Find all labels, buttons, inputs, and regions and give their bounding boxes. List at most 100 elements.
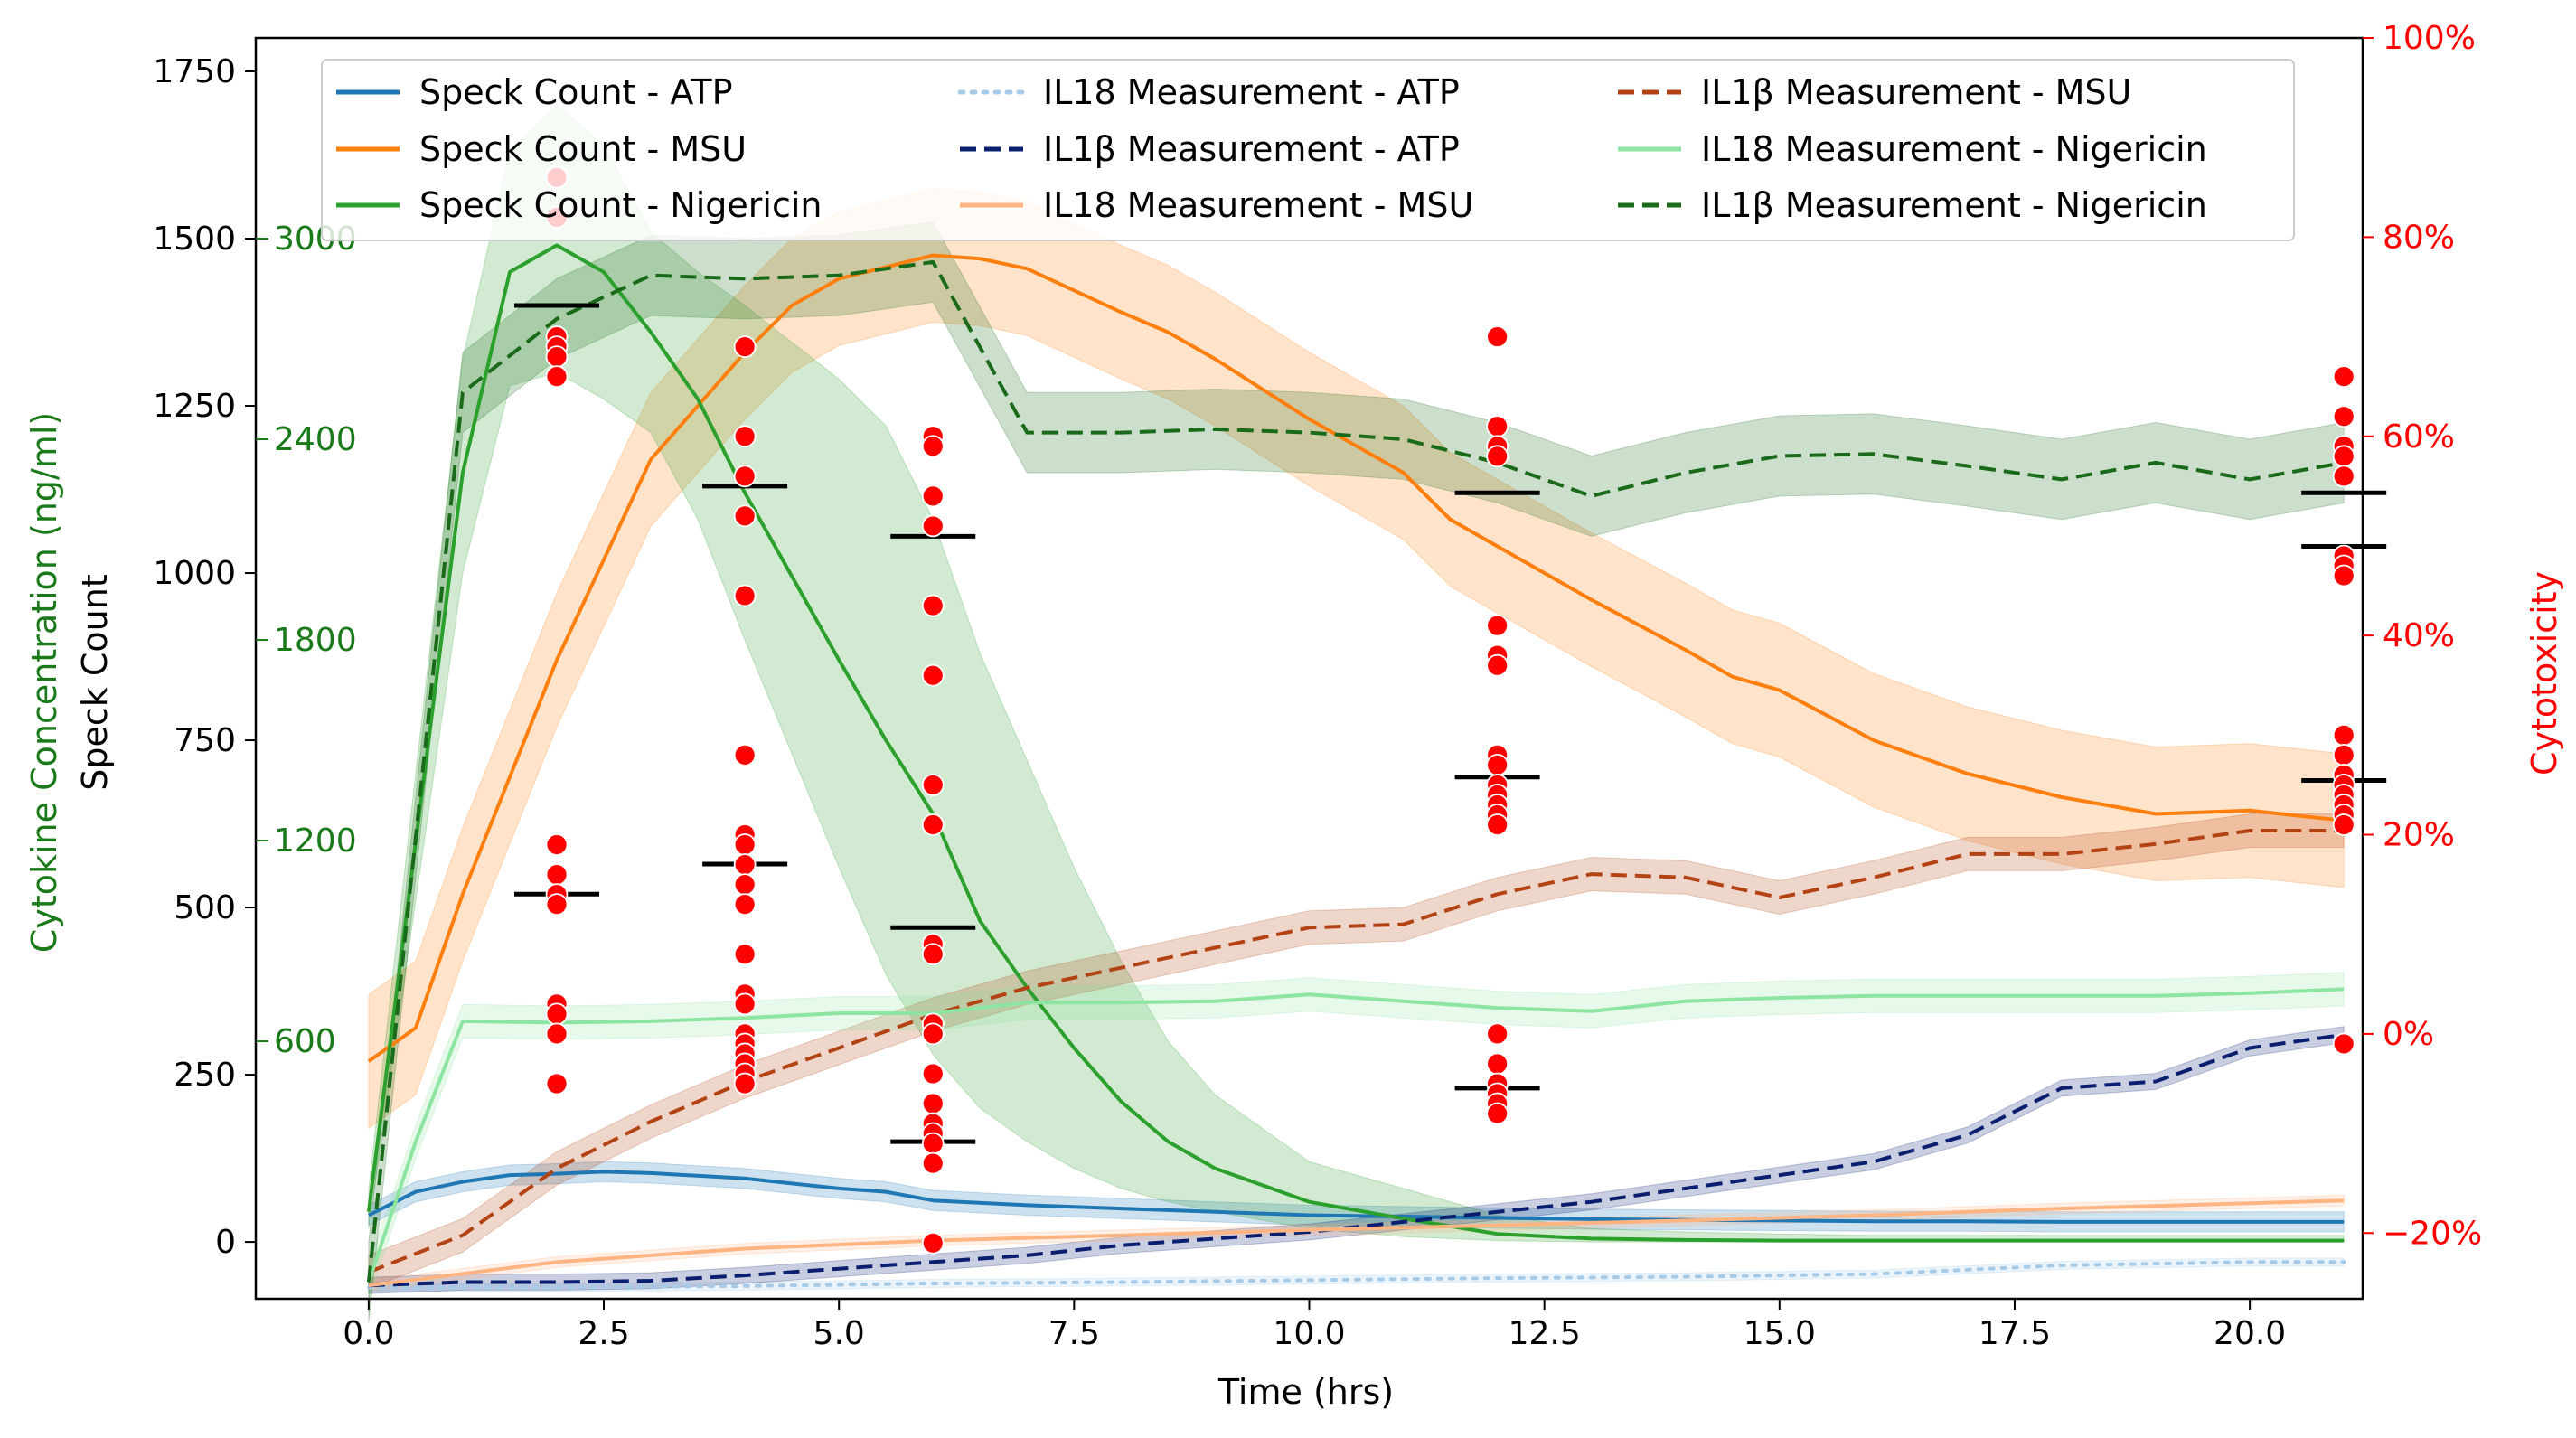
cytokine-tick-label: 2400 <box>274 421 357 458</box>
y-tick-label: 1000 <box>153 555 236 592</box>
right-tick-label: 60% <box>2383 418 2455 456</box>
cytotoxicity-point <box>1486 415 1509 438</box>
y-tick-label: 1500 <box>153 221 236 258</box>
cytotoxicity-point <box>733 425 757 448</box>
cytotoxicity-point <box>545 1002 569 1026</box>
x-tick-label: 2.5 <box>578 1315 629 1352</box>
cytotoxicity-point <box>1486 1102 1509 1125</box>
cytotoxicity-point <box>2332 564 2355 587</box>
cytokine-tick-label: 1800 <box>274 622 357 659</box>
legend: Speck Count - ATP IL18 Measurement - ATP I… <box>321 59 2295 241</box>
right-tick-label: −20% <box>2383 1215 2482 1252</box>
y-tick-label: 250 <box>174 1057 236 1094</box>
cytotoxicity-point <box>921 1092 945 1115</box>
cytotoxicity-point <box>545 1072 569 1095</box>
y-axis-label: Speck Count <box>75 574 115 790</box>
line-speck-count-atp <box>368 1170 2345 1224</box>
cytotoxicity-point <box>921 1231 945 1255</box>
cytotoxicity-point <box>921 1022 945 1046</box>
y-tick-label: 0 <box>215 1224 236 1261</box>
right-tick-label: 40% <box>2383 617 2455 654</box>
cytotoxicity-point <box>1486 653 1509 677</box>
cytotoxicity-point <box>921 1062 945 1086</box>
legend-label: Speck Count - Nigericin <box>419 185 823 225</box>
cytotoxicity-point <box>1486 445 1509 468</box>
cytotoxicity-point <box>733 873 757 897</box>
cytokine-tick-label: 600 <box>274 1023 336 1060</box>
cytotoxicity-point <box>545 833 569 856</box>
cytotoxicity-point <box>921 1132 945 1155</box>
cytotoxicity-point <box>733 504 757 528</box>
y-tick-label: 750 <box>174 722 236 759</box>
y-axis-left: 0 250 500 750 1000 1250 1500 1750 <box>153 53 256 1261</box>
cytotoxicity-point <box>733 335 757 358</box>
cytotoxicity-point <box>545 365 569 389</box>
line-il18-measurement-atp <box>366 1260 2346 1290</box>
cytotoxicity-point <box>921 943 945 966</box>
right-tick-label: 100% <box>2383 20 2476 57</box>
cytotoxicity-point <box>2332 1032 2355 1056</box>
x-tick-label: 20.0 <box>2214 1315 2286 1352</box>
line-il18-measurement-nigericin <box>367 987 2345 1283</box>
cytotoxicity-point <box>1486 325 1509 348</box>
cytotoxicity-point <box>921 514 945 538</box>
legend-label: Speck Count - ATP <box>419 72 733 112</box>
cytotoxicity-point <box>733 992 757 1016</box>
cytotoxicity-point <box>1486 813 1509 836</box>
cytotoxicity-point <box>2332 365 2355 389</box>
x-axis: 0.0 2.5 5.0 7.5 10.0 12.5 15.0 17.5 20.0 <box>343 1299 2286 1352</box>
right-axis-label: Cytotoxicity <box>2524 571 2564 775</box>
x-tick-label: 12.5 <box>1509 1315 1581 1352</box>
cytotoxicity-point <box>2332 465 2355 488</box>
line-speck-count-msu <box>367 253 2345 1063</box>
cytotoxicity-point <box>733 853 757 876</box>
right-tick-label: 0% <box>2383 1016 2434 1053</box>
cytotoxicity-point <box>733 1072 757 1095</box>
y-tick-label: 1250 <box>153 388 236 425</box>
x-tick-label: 0.0 <box>343 1315 394 1352</box>
cytotoxicity-point <box>1486 614 1509 637</box>
cytotoxicity-point <box>2332 445 2355 468</box>
right-tick-label: 20% <box>2383 817 2455 854</box>
cytotoxicity-point <box>733 743 757 766</box>
cytotoxicity-point <box>1486 1052 1509 1076</box>
cytotoxicity-point <box>921 435 945 458</box>
legend-label: IL1β Measurement - ATP <box>1043 129 1460 169</box>
cytotoxicity-point <box>733 893 757 916</box>
right-tick-label: 80% <box>2383 219 2455 256</box>
cytotoxicity-point <box>921 484 945 508</box>
legend-label: IL1β Measurement - Nigericin <box>1701 185 2207 225</box>
x-axis-label: Time (hrs) <box>1217 1372 1394 1412</box>
cytotoxicity-point <box>545 863 569 886</box>
y-tick-label: 500 <box>174 889 236 926</box>
cytotoxicity-point <box>1486 753 1509 776</box>
legend-label: IL18 Measurement - MSU <box>1043 185 1473 225</box>
cytotoxicity-point <box>733 943 757 966</box>
cytotoxicity-point <box>2332 813 2355 836</box>
legend-label: Speck Count - MSU <box>419 129 747 169</box>
y-tick-label: 1750 <box>153 53 236 90</box>
cytotoxicity-point <box>921 663 945 687</box>
cytotoxicity-point <box>921 1151 945 1175</box>
line-il18-measurement-msu <box>368 1198 2345 1288</box>
line-speck-count-nigericin <box>366 243 2345 1243</box>
cytotoxicity-point <box>921 774 945 796</box>
cytotoxicity-point <box>1486 1022 1509 1046</box>
legend-label: IL1β Measurement - MSU <box>1701 72 2131 112</box>
cytotoxicity-point <box>545 1022 569 1046</box>
legend-box <box>321 59 2295 241</box>
x-tick-label: 7.5 <box>1048 1315 1100 1352</box>
cytotoxicity-point <box>545 345 569 369</box>
x-tick-label: 17.5 <box>1979 1315 2051 1352</box>
line-il1b-measurement-atp <box>368 1032 2345 1288</box>
cytotoxicity-point <box>545 893 569 916</box>
cytotoxicity-point <box>733 465 757 488</box>
band-il1b-measurement-msu <box>368 813 2345 1290</box>
cytotoxicity-point <box>2332 723 2355 747</box>
cytotoxicity-point <box>921 594 945 617</box>
cytokine-axis-label: Cytokine Concentration (ng/ml) <box>24 412 64 953</box>
band-il18-measurement-nigericin <box>368 972 2345 1300</box>
cytokine-tick-label: 1200 <box>274 822 357 860</box>
y-axis-right: −20% 0% 20% 40% 60% 80% 100% <box>2363 20 2482 1252</box>
